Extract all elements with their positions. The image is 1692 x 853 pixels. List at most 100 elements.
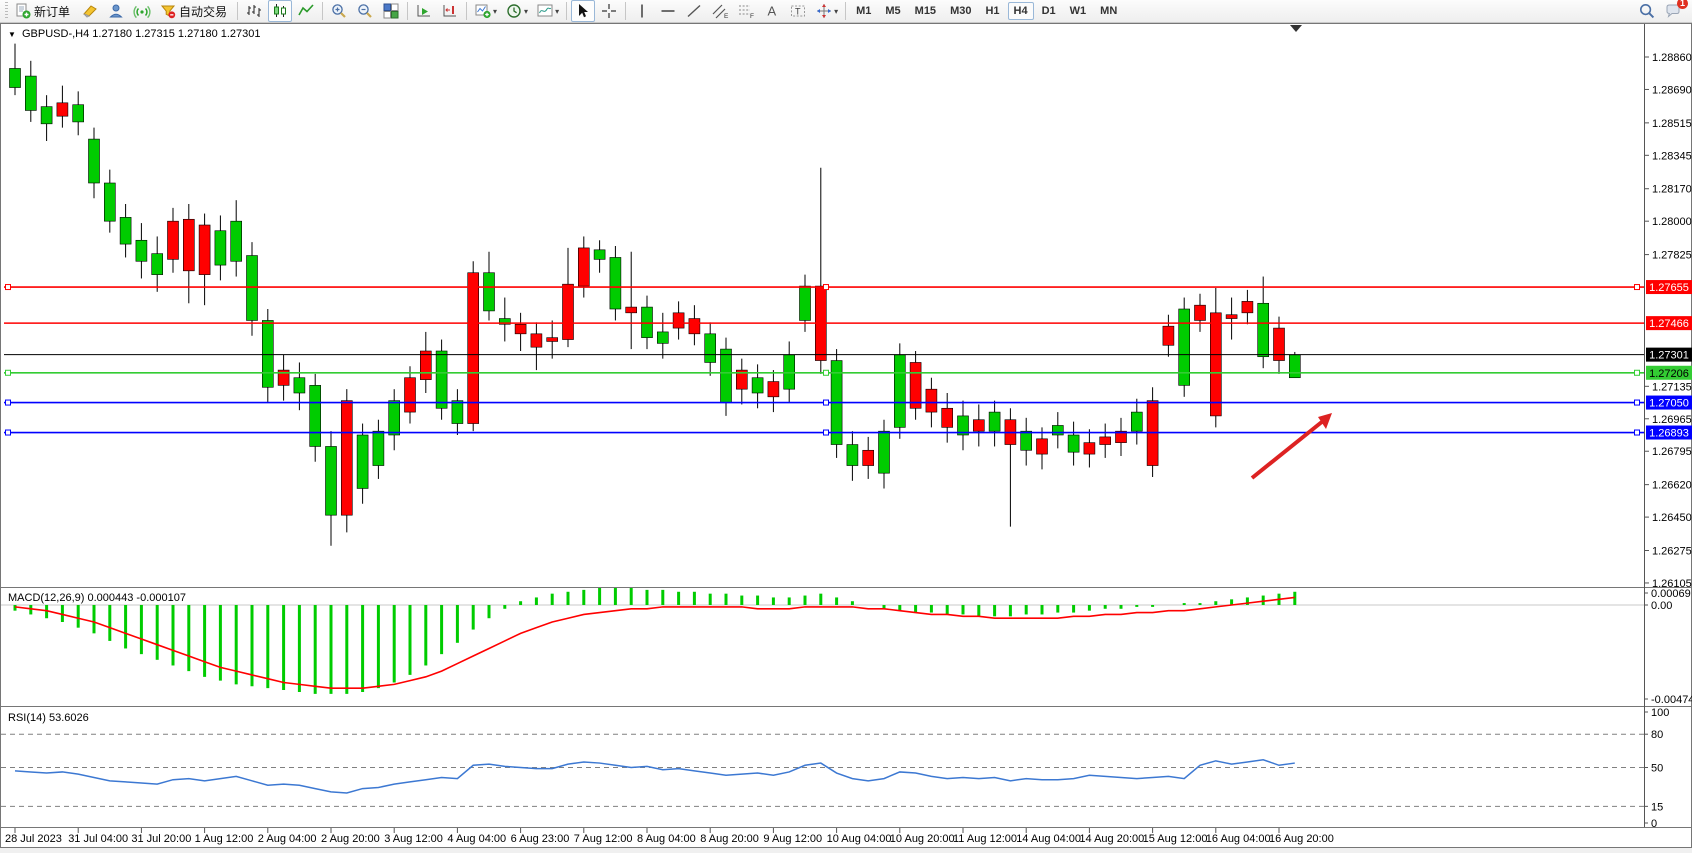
rsi-pane[interactable]: 100 80 50 15 0 (1, 707, 1669, 830)
timeframe-button-w1[interactable]: W1 (1069, 5, 1087, 17)
line-handle[interactable] (5, 399, 11, 406)
price-tick-label: 1.28515 (1652, 118, 1692, 130)
time-tick-label: 4 Aug 04:00 (447, 833, 506, 845)
new-order-icon (14, 2, 32, 20)
price-level-label: 1.26893 (1649, 428, 1689, 440)
time-axis[interactable]: 28 Jul 2023 31 Jul 04:00 31 Jul 20:00 1 Aug… (5, 828, 1334, 845)
timeframe-button-mn[interactable]: MN (1100, 5, 1118, 17)
line-handle[interactable] (1634, 284, 1640, 291)
toolbar-button-templates[interactable]: ▾ (533, 0, 562, 22)
vertical-line-icon (633, 2, 651, 20)
toolbar-button-arrow-objects[interactable]: ▾ (812, 0, 841, 22)
line-handle[interactable] (823, 429, 829, 436)
line-handle[interactable] (823, 369, 829, 376)
line-handle[interactable] (1634, 399, 1640, 406)
toolbar-button-zoom-in[interactable] (327, 0, 351, 22)
toolbar-button-search[interactable] (1635, 0, 1659, 22)
candlesticks (9, 43, 1301, 546)
arrows-icon (815, 2, 833, 20)
chart-shift-marker[interactable] (1290, 25, 1302, 32)
search-icon (1638, 2, 1656, 20)
chevron-down-icon[interactable]: ▾ (493, 6, 498, 16)
rsi-axis-label: 100 (1651, 707, 1669, 719)
price-tick-label: 1.28000 (1652, 216, 1692, 228)
toolbar-button-zoom-out[interactable] (353, 0, 377, 22)
toolbar-button-auto-trading[interactable]: 自动交易 (156, 0, 233, 22)
line-handle[interactable] (1634, 369, 1640, 376)
zoom-out-icon (356, 2, 374, 20)
pane-borders (0, 23, 1692, 853)
timeframe-button-m15[interactable]: M15 (914, 5, 937, 17)
toolbar-button-label: 自动交易 (179, 4, 228, 19)
periods-icon (505, 2, 523, 20)
macd-indicator-label: MACD(12,26,9) 0.000443 -0.000107 (8, 592, 186, 604)
toolbar-button-notifications[interactable]: 1 (1661, 0, 1688, 22)
timeframe-button-m30[interactable]: M30 (950, 5, 972, 17)
trend-arrow-annotation[interactable] (1250, 413, 1332, 480)
toolbar-button-trendline[interactable] (682, 0, 706, 22)
macd-axis-label: 0.00069 (1651, 588, 1691, 600)
horizontal-level-line-1.27206[interactable]: 1.27206 (4, 365, 1692, 380)
toolbar-button-bar-chart[interactable] (242, 0, 266, 22)
toolbar-button-chart-shift[interactable] (438, 0, 462, 22)
macd-axis-label: 0.00 (1651, 600, 1672, 612)
toolbar-button-fibonacci-retracement[interactable]: F (734, 0, 758, 22)
time-tick-label: 9 Aug 12:00 (763, 833, 822, 845)
toolbar-button-tile-windows[interactable] (379, 0, 403, 22)
toolbar-button-crosshair[interactable] (597, 0, 621, 22)
rsi-axis-label: 50 (1651, 763, 1663, 775)
line-chart-icon (297, 2, 315, 20)
notification-badge: 1 (1677, 0, 1688, 9)
styler-icon (81, 2, 99, 20)
timeframe-button-d1[interactable]: D1 (1041, 5, 1056, 17)
chevron-down-icon[interactable]: ▾ (555, 6, 560, 16)
time-tick-label: 6 Aug 23:00 (511, 833, 570, 845)
toolbar-button-indicators-list[interactable]: ▾ (471, 0, 500, 22)
svg-text:A: A (768, 4, 777, 19)
toolbar-button-profiles[interactable] (104, 0, 128, 22)
toolbar-button-text-label[interactable]: T (786, 0, 810, 22)
line-handle[interactable] (823, 284, 829, 291)
time-tick-label: 14 Aug 20:00 (1079, 833, 1144, 845)
tile-windows-icon (382, 2, 400, 20)
time-tick-label: 10 Aug 20:00 (890, 833, 955, 845)
timeframe-button-h1[interactable]: H1 (985, 5, 1000, 17)
line-handle[interactable] (823, 399, 829, 406)
toolbar-button-equidistant-channel[interactable]: E (708, 0, 732, 22)
toolbar-button-new-order[interactable]: 新订单 (11, 0, 76, 22)
line-handle[interactable] (5, 429, 11, 436)
chevron-down-icon[interactable]: ▾ (524, 6, 529, 16)
time-tick-label: 2 Aug 04:00 (258, 833, 317, 845)
timeframe-button-h4[interactable]: H4 (1007, 2, 1034, 20)
horizontal-level-line-1.26893[interactable]: 1.26893 (4, 425, 1692, 440)
line-handle[interactable] (5, 369, 11, 376)
toolbar-button-horizontal-line[interactable] (656, 0, 680, 22)
horizontal-level-line-1.27466[interactable]: 1.27466 (4, 316, 1692, 331)
toolbar-button-cursor[interactable] (571, 0, 596, 22)
trendline-icon (685, 2, 703, 20)
toolbar-button-styler[interactable] (78, 0, 102, 22)
toolbar-button-candlestick-chart[interactable] (268, 0, 293, 22)
toolbar-button-text[interactable]: A (760, 0, 784, 22)
price-level-label: 1.27206 (1649, 368, 1689, 380)
timeframe-button-m5[interactable]: M5 (885, 5, 901, 17)
toolbar-button-vertical-line[interactable] (630, 0, 654, 22)
auto-trading-icon (159, 2, 177, 20)
chevron-down-icon[interactable]: ▾ (834, 6, 839, 16)
toolbar-separator (407, 2, 409, 20)
line-handle[interactable] (5, 284, 11, 291)
line-handle[interactable] (1634, 429, 1640, 436)
toolbar-grip[interactable] (5, 2, 8, 20)
timeframe-button-m1[interactable]: M1 (856, 5, 872, 17)
toolbar-button-auto-scroll[interactable] (412, 0, 436, 22)
price-axis[interactable]: 1.28860 1.28690 1.28515 1.28345 1.28170 1.280… (1644, 52, 1692, 590)
signal-icon (133, 2, 151, 20)
horizontal-level-line-1.27655[interactable]: 1.27655 (4, 280, 1692, 295)
toolbar-button-periods[interactable]: ▾ (502, 0, 531, 22)
toolbar-button-signals[interactable] (130, 0, 154, 22)
bid-price-line[interactable]: 1.27301 (4, 347, 1692, 362)
horizontal-level-line-1.27050[interactable]: 1.27050 (4, 395, 1692, 410)
toolbar-button-line-chart[interactable] (294, 0, 318, 22)
